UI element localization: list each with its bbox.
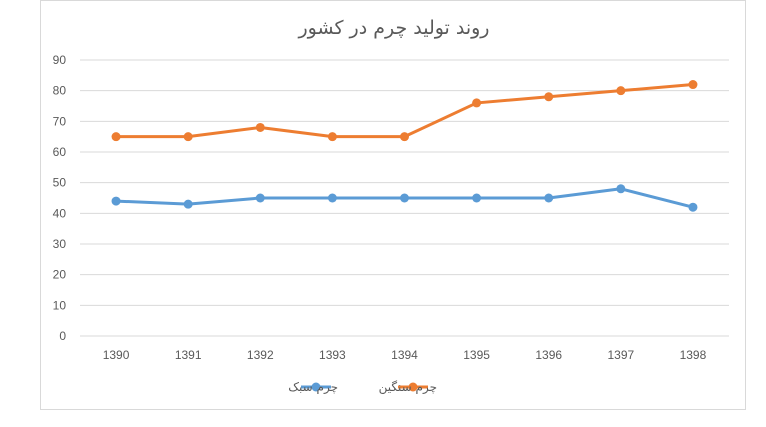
- data-point-0-8: [688, 202, 698, 212]
- data-point-0-5: [472, 193, 482, 203]
- data-point-0-7: [616, 184, 626, 194]
- data-point-0-6: [544, 193, 554, 203]
- y-tick-label-40: 40: [53, 206, 67, 220]
- y-tick-label-20: 20: [53, 268, 67, 282]
- legend-swatch-marker-0: [311, 382, 321, 392]
- y-tick-label-80: 80: [53, 84, 67, 98]
- data-point-1-1: [183, 132, 193, 142]
- x-axis-ticks: 1390 1391 1392 1393 1394 1395 1396 1397 1398: [103, 348, 707, 362]
- legend: چرم سبک چرم سنگین: [288, 380, 437, 395]
- chart-title: روند تولید چرم در کشور: [298, 17, 490, 39]
- y-tick-label-90: 90: [53, 53, 67, 67]
- data-point-1-3: [327, 132, 337, 142]
- data-point-1-5: [472, 98, 482, 108]
- legend-label-1: چرم سنگین: [379, 380, 437, 395]
- data-point-0-2: [255, 193, 265, 203]
- legend-label-0: چرم سبک: [288, 380, 338, 395]
- series-line-1: [114, 83, 695, 139]
- y-tick-label-50: 50: [53, 176, 67, 190]
- data-point-1-6: [544, 92, 554, 102]
- x-tick-label-1390: 1390: [103, 348, 130, 362]
- x-tick-label-1393: 1393: [319, 348, 346, 362]
- x-tick-label-1395: 1395: [463, 348, 490, 362]
- legend-swatch-marker-1: [408, 382, 418, 392]
- data-point-1-7: [616, 86, 626, 96]
- data-point-0-0: [111, 196, 121, 206]
- y-tick-label-10: 10: [53, 298, 67, 312]
- series-lines: [111, 80, 698, 212]
- data-point-0-1: [183, 199, 193, 209]
- data-point-1-2: [255, 122, 265, 132]
- data-point-0-3: [327, 193, 337, 203]
- x-tick-label-1392: 1392: [247, 348, 274, 362]
- y-tick-label-30: 30: [53, 237, 67, 251]
- y-tick-label-60: 60: [53, 145, 67, 159]
- data-point-1-0: [111, 132, 121, 142]
- x-tick-label-1396: 1396: [535, 348, 562, 362]
- y-axis-ticks: 0 10 20 30 40 50 60 70 80 90: [53, 53, 67, 343]
- data-point-0-4: [400, 193, 409, 203]
- chart-frame: [40, 0, 746, 410]
- y-tick-label-0: 0: [59, 329, 66, 343]
- x-tick-label-1391: 1391: [175, 348, 202, 362]
- data-point-1-4: [400, 132, 409, 142]
- x-tick-label-1397: 1397: [607, 348, 634, 362]
- x-tick-label-1394: 1394: [391, 348, 418, 362]
- data-point-1-8: [688, 80, 698, 90]
- x-tick-label-1398: 1398: [680, 348, 707, 362]
- gridlines: [80, 59, 729, 337]
- y-tick-label-70: 70: [53, 114, 67, 128]
